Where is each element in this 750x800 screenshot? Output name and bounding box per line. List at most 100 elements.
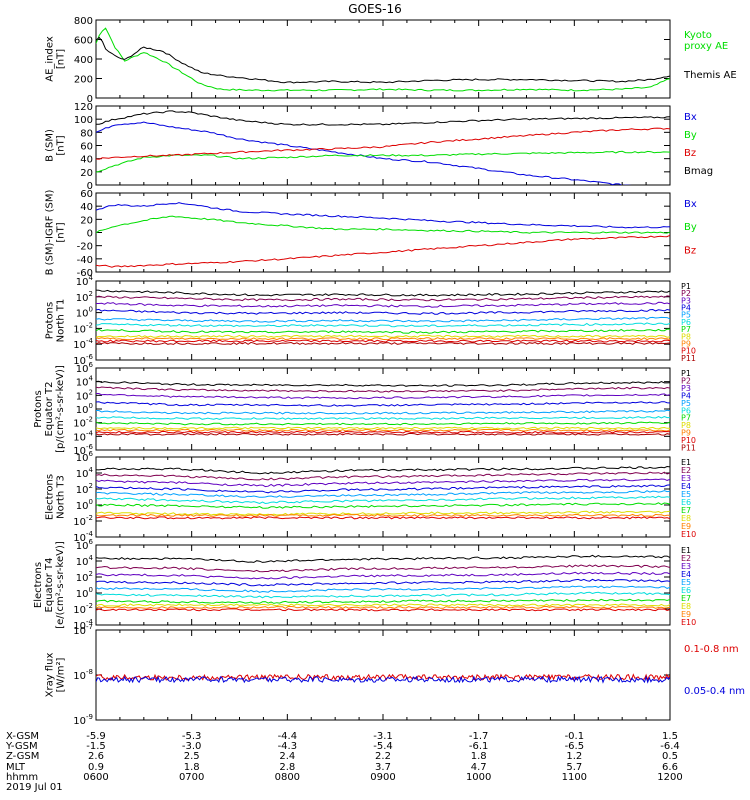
legend-label: By: [684, 130, 697, 141]
x-tick-value: -6.4: [660, 741, 680, 752]
panel-plot-area: [96, 27, 670, 92]
x-tick-value: 0600: [83, 772, 108, 783]
panel-plot-area: [96, 380, 670, 436]
channel-line-p4: [96, 308, 670, 315]
x-tick-value: -0.1: [565, 731, 585, 742]
channel-label: E5: [681, 578, 691, 587]
panel-plot-area: [96, 673, 670, 684]
x-tick-value: -6.5: [565, 741, 585, 752]
channel-label: E8: [681, 602, 691, 611]
channel-line-e1: [96, 465, 670, 475]
x-tick-value: 3.7: [375, 762, 391, 773]
y-tick-label: 10-7: [73, 623, 93, 637]
y-tick-label: 0: [87, 229, 93, 240]
channel-line-e9: [96, 513, 670, 517]
channel-line-p8: [96, 334, 670, 338]
channel-label: P9: [681, 339, 691, 348]
channel-line-p9: [96, 428, 670, 432]
x-tick-value: 6.6: [662, 762, 678, 773]
x-tick-value: 0800: [275, 772, 300, 783]
y-tick-label: 200: [74, 75, 93, 86]
legend-label: Themis AE: [683, 70, 737, 81]
channel-line-p1: [96, 289, 670, 297]
y-tick-label: 600: [74, 36, 93, 47]
series-line-kyoto-proxy-ae: [96, 27, 670, 92]
channel-line-p6: [96, 415, 670, 420]
channel-label: P2: [681, 289, 691, 298]
channel-label: P5: [681, 311, 691, 320]
y-axis-label: Electrons: [45, 474, 56, 520]
x-tick-value: -5.3: [182, 731, 202, 742]
channel-label: P3: [681, 296, 691, 305]
x-tick-value: 0.5: [662, 751, 678, 762]
y-tick-label: 104: [76, 554, 94, 568]
y-axis-label: [W/m²]: [56, 657, 67, 692]
channel-label: P10: [681, 347, 696, 356]
panel-plot-area: [96, 465, 670, 520]
xray-line: [96, 675, 670, 684]
y-tick-label: 10-4: [73, 337, 93, 351]
channel-line-e8: [96, 510, 670, 516]
y-axis-label: [nT]: [56, 222, 67, 242]
channel-label: P7: [681, 325, 691, 334]
panel-plot-area: [96, 202, 670, 268]
channel-label: E9: [681, 522, 691, 531]
y-tick-label: 40: [80, 155, 93, 166]
y-axis-label: B (SM)-IGRF (SM): [45, 190, 56, 276]
x-tick-value: -3.1: [373, 731, 393, 742]
y-tick-label: 10-8: [73, 668, 93, 682]
channel-line-e5: [96, 490, 670, 498]
channel-line-p7: [96, 421, 670, 426]
channel-line-e4: [96, 578, 670, 587]
y-tick-label: 106: [76, 361, 94, 375]
channel-line-e8: [96, 603, 670, 607]
x-axis-row-label: Z-GSM: [6, 751, 39, 762]
channel-label: P3: [681, 384, 691, 393]
x-tick-value: 1000: [466, 772, 491, 783]
y-tick-label: 10-2: [73, 514, 93, 528]
x-tick-value: -1.7: [469, 731, 489, 742]
y-tick-label: 102: [76, 482, 93, 496]
x-tick-value: 1.8: [184, 762, 200, 773]
channel-line-p2: [96, 386, 670, 393]
channel-line-p1: [96, 380, 670, 387]
y-tick-label: 40: [80, 202, 93, 213]
x-axis-row-label: Y-GSM: [5, 741, 38, 752]
channel-line-p10: [96, 430, 670, 434]
y-tick-label: 104: [76, 466, 94, 480]
x-tick-value: 1.8: [471, 751, 487, 762]
y-axis-label: Equator T2: [44, 382, 55, 437]
channel-label: E6: [681, 498, 691, 507]
channel-line-e6: [96, 495, 670, 505]
y-tick-label: 100: [76, 306, 93, 320]
channel-line-p5: [96, 409, 670, 415]
x-tick-value: 2.6: [88, 751, 104, 762]
y-axis-label: Protons: [45, 302, 56, 339]
date-label: 2019 Jul 01: [6, 782, 63, 793]
y-tick-label: -60: [77, 268, 93, 279]
x-tick-value: 5.7: [566, 762, 582, 773]
y-tick-label: 100: [74, 115, 93, 126]
channel-label: P9: [681, 429, 691, 438]
channel-label: P11: [681, 354, 696, 363]
y-tick-label: 800: [74, 16, 93, 27]
panel-plot-area: [96, 110, 670, 185]
y-tick-label: 0: [87, 94, 93, 105]
y-tick-label: 20: [80, 215, 93, 226]
channel-label: P5: [681, 399, 691, 408]
channel-label: E2: [681, 466, 691, 475]
legend-label: Bmag: [684, 166, 713, 177]
series-line-bx: [96, 121, 632, 185]
y-tick-label: 0: [87, 181, 93, 192]
chart-title: GOES-16: [348, 2, 402, 16]
y-tick-label: 120: [74, 102, 93, 113]
channel-label: E4: [681, 570, 691, 579]
channel-label: P11: [681, 444, 696, 453]
channel-line-e1: [96, 554, 670, 563]
channel-line-p6: [96, 322, 670, 328]
series-line-by: [96, 150, 670, 173]
channel-line-p2: [96, 295, 670, 302]
channel-label: E3: [681, 474, 691, 483]
panel-frame: [95, 19, 671, 99]
channel-line-e6: [96, 591, 670, 599]
